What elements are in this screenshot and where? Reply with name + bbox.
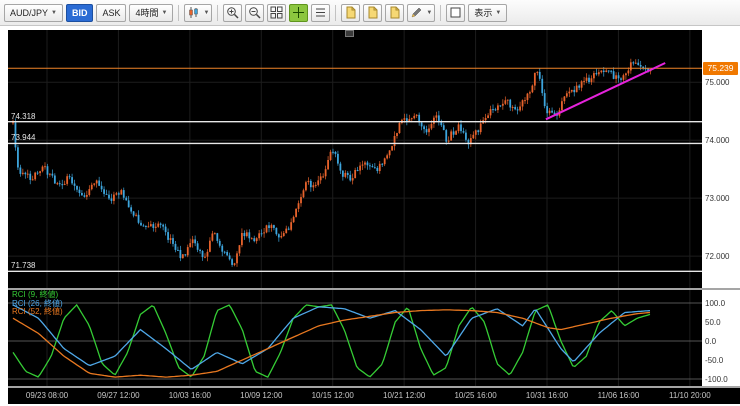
display-menu-button[interactable]: 表示 ▼ — [468, 3, 508, 22]
rci-axis-label: 50.0 — [705, 317, 721, 327]
price-axis-label: 72.000 — [705, 251, 730, 261]
currency-pair-value: AUD/JPY — [10, 7, 49, 18]
price-line-label: 74.318 — [11, 111, 36, 121]
price-axis[interactable]: 75.239 75.000 74.000 73.000 72.000 — [702, 30, 740, 288]
zoom-out-icon — [248, 6, 261, 19]
crosshair-icon — [292, 6, 305, 19]
document-icon — [366, 6, 379, 19]
rci-axis-label: -100.0 — [705, 374, 728, 384]
rci-axis[interactable]: 100.0 50.0 0.0 -50.0 -100.0 — [702, 290, 740, 386]
price-line-label: 73.944 — [11, 133, 36, 143]
new-chart-button[interactable] — [385, 3, 405, 22]
price-line-label: 71.738 — [11, 261, 36, 271]
indicator-list-button[interactable] — [311, 3, 331, 22]
ask-button[interactable]: ASK — [96, 3, 127, 22]
chart-window: 74.318 73.944 71.738 RCI (9, 終値) RCI (26, 終… — [8, 30, 740, 404]
square-icon — [449, 6, 462, 19]
draw-tools-select[interactable]: ▼ — [407, 3, 436, 22]
save-template-button[interactable] — [341, 3, 361, 22]
time-axis-label: 09/23 08:00 — [25, 391, 69, 400]
time-axis-label: 10/03 16:00 — [168, 391, 211, 400]
chevron-down-icon: ▼ — [51, 9, 57, 16]
chart-menu-icon[interactable] — [345, 30, 354, 37]
zoom-out-button[interactable] — [245, 3, 265, 22]
chevron-down-icon: ▼ — [203, 9, 210, 16]
time-axis-label: 10/15 12:00 — [311, 391, 354, 400]
document-icon — [344, 6, 357, 19]
price-axis-label: 73.000 — [705, 193, 730, 203]
rci-indicator-pane[interactable]: RCI (9, 終値) RCI (26, 終値) RCI (52, 終値) — [8, 290, 702, 386]
rci-axis-label: 0.0 — [705, 336, 717, 346]
time-axis-label: 10/31 16:00 — [525, 391, 569, 400]
capture-button[interactable] — [446, 3, 466, 22]
grid-icon — [270, 6, 283, 19]
display-menu-label: 表示 — [474, 8, 493, 18]
chart-type-select[interactable]: ▼ — [184, 3, 213, 22]
time-axis-label: 11/10 20:00 — [669, 391, 711, 400]
list-icon — [314, 6, 327, 19]
pencil-icon — [410, 6, 423, 19]
rci-axis-label: 100.0 — [705, 298, 726, 308]
time-axis-label: 10/09 12:00 — [240, 391, 283, 400]
currency-pair-select[interactable]: AUD/JPY ▼ — [4, 3, 63, 22]
rci-legend-item: RCI (52, 終値) — [12, 307, 63, 316]
toolbar-separator — [217, 4, 219, 21]
timeframe-select[interactable]: 4時間 ▼ — [129, 3, 174, 22]
candlestick-chart[interactable] — [8, 30, 702, 288]
document-icon — [388, 6, 401, 19]
chevron-down-icon: ▼ — [161, 9, 168, 16]
zoom-in-icon — [226, 6, 239, 19]
toolbar-separator — [335, 4, 337, 21]
time-axis-label: 11/06 16:00 — [597, 391, 640, 400]
rci-legend: RCI (9, 終値) RCI (26, 終値) RCI (52, 終値) — [12, 290, 63, 317]
price-axis-label: 75.000 — [705, 77, 730, 87]
toolbar-separator — [440, 4, 442, 21]
chevron-down-icon: ▼ — [495, 9, 502, 16]
pane-resize-handle[interactable] — [8, 288, 740, 290]
crosshair-button[interactable] — [289, 3, 309, 22]
current-price-badge: 75.239 — [703, 61, 738, 75]
chart-toolbar: AUD/JPY ▼ BID ASK 4時間 ▼ ▼ — [0, 0, 740, 26]
time-axis-label: 10/21 12:00 — [383, 391, 426, 400]
price-axis-label: 74.000 — [705, 135, 730, 145]
rci-chart[interactable] — [8, 290, 702, 386]
chevron-down-icon: ▼ — [426, 9, 433, 16]
grid-layout-button[interactable] — [267, 3, 287, 22]
candlestick-pane[interactable]: 74.318 73.944 71.738 — [8, 30, 702, 288]
rci-legend-item: RCI (26, 終値) — [12, 298, 63, 308]
load-template-button[interactable] — [363, 3, 383, 22]
time-axis-label: 10/25 16:00 — [454, 391, 497, 400]
bid-button[interactable]: BID — [65, 3, 94, 22]
timeframe-value: 4時間 — [135, 8, 159, 18]
time-axis[interactable]: 09/23 08:00 09/27 12:00 10/03 16:00 10/09 1… — [8, 388, 740, 404]
candlestick-chart-icon — [187, 6, 200, 19]
toolbar-separator — [178, 4, 180, 21]
rci-axis-label: -50.0 — [705, 355, 724, 365]
time-axis-label: 09/27 12:00 — [97, 391, 140, 400]
divider — [8, 386, 740, 388]
rci-legend-item: RCI (9, 終値) — [12, 290, 59, 299]
zoom-in-button[interactable] — [223, 3, 243, 22]
